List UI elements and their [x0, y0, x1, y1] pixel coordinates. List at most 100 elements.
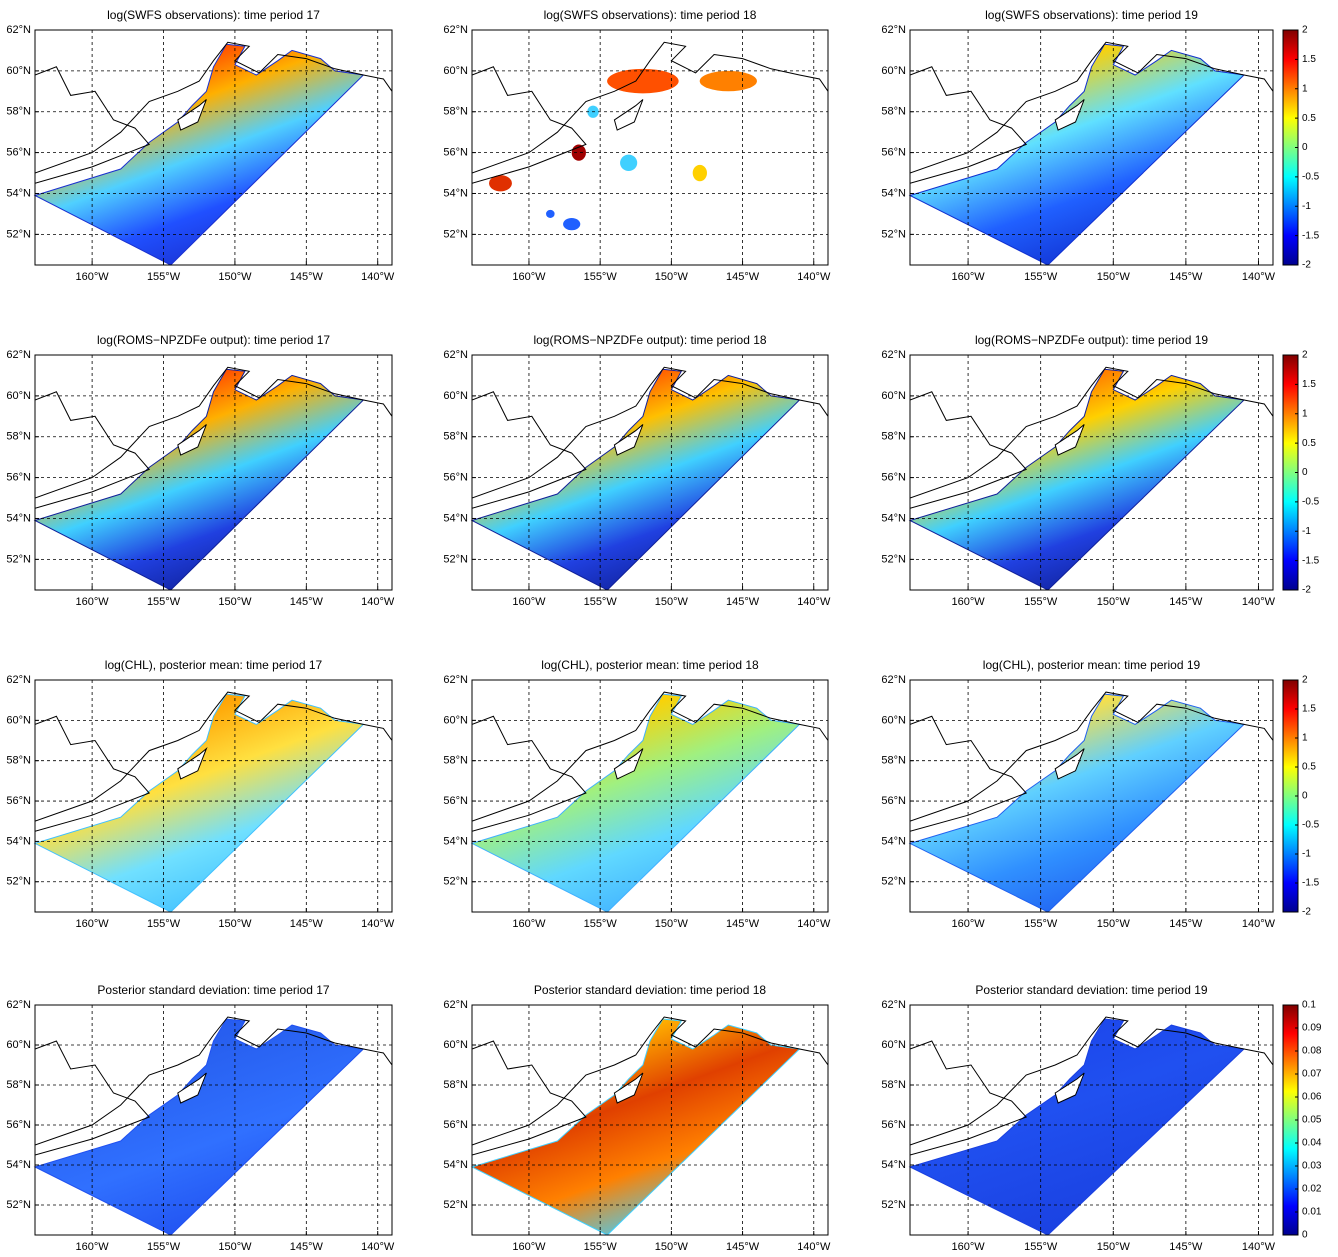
map-panel: 160°W 155°W 150°W 145°W 140°W 52°N 54°N 56°N 58°… [881, 333, 1275, 608]
x-tick-label: 140°W [1242, 1241, 1276, 1252]
x-tick-label: 140°W [1242, 918, 1276, 930]
y-tick-label: 58°N [6, 1079, 31, 1091]
panel-title: Posterior standard deviation: time perio… [975, 983, 1207, 997]
colorbar-tick-label: 0.01 [1302, 1207, 1322, 1218]
map-panel: 160°W 155°W 150°W 145°W 140°W 52°N 54°N 56°N 58°… [6, 658, 394, 930]
obs-patch [620, 154, 638, 171]
x-tick-label: 140°W [361, 1241, 395, 1252]
x-tick-label: 160°W [952, 596, 986, 608]
x-tick-label: 155°W [584, 596, 618, 608]
x-tick-label: 160°W [512, 1241, 546, 1252]
island [613, 99, 644, 131]
x-tick-label: 155°W [584, 271, 618, 283]
y-tick-label: 62°N [881, 24, 906, 36]
x-tick-label: 150°W [1097, 271, 1131, 283]
coastline [472, 41, 828, 174]
colorbar-tick-label: 1 [1302, 733, 1308, 744]
y-tick-label: 62°N [881, 999, 906, 1011]
y-tick-label: 56°N [443, 472, 468, 484]
map-panel: 160°W 155°W 150°W 145°W 140°W 52°N 54°N 56°N 58°… [6, 8, 394, 283]
colorbar-tick-label: 0.06 [1302, 1092, 1322, 1103]
y-tick-label: 56°N [6, 1119, 31, 1131]
field [33, 368, 365, 591]
x-tick-label: 145°W [726, 596, 760, 608]
x-tick-label: 145°W [290, 1241, 324, 1252]
colorbar-tick-label: 1.5 [1302, 704, 1316, 715]
x-tick-label: 155°W [147, 1241, 181, 1252]
y-tick-label: 58°N [881, 1079, 906, 1091]
y-tick-label: 58°N [881, 431, 906, 443]
coastline [35, 66, 151, 184]
map-panel: 160°W 155°W 150°W 145°W 140°W 52°N 54°N 56°N 58°… [881, 983, 1276, 1253]
panel-title: log(CHL), posterior mean: time period 17 [105, 658, 323, 672]
axes-box [471, 1004, 829, 1236]
panel-title: log(SWFS observations): time period 17 [107, 8, 320, 22]
field [33, 1018, 365, 1236]
x-tick-label: 160°W [512, 596, 546, 608]
map-panel: 160°W 155°W 150°W 145°W 140°W 52°N 54°N 56°N 58°… [881, 658, 1275, 930]
obs-patch [489, 175, 512, 192]
colorbar-tick-label: 2 [1302, 25, 1308, 36]
x-tick-label: 160°W [952, 918, 986, 930]
coastline [35, 391, 151, 509]
x-tick-label: 150°W [218, 1241, 252, 1252]
island [177, 1072, 207, 1104]
colorbar-tick-label: 2 [1302, 675, 1308, 686]
coastline [472, 66, 587, 184]
obs-patch [607, 68, 679, 94]
coastline [472, 715, 587, 832]
x-tick-label: 155°W [1024, 271, 1058, 283]
y-tick-label: 52°N [881, 228, 906, 240]
colorbar-tick-label: -1 [1302, 849, 1311, 860]
field [33, 693, 365, 913]
x-tick-label: 145°W [290, 271, 324, 283]
y-tick-label: 54°N [6, 835, 31, 847]
y-tick-label: 52°N [6, 876, 31, 888]
y-tick-label: 60°N [6, 390, 31, 402]
island [177, 746, 208, 780]
island [1054, 424, 1085, 456]
coastline [35, 715, 151, 832]
coastline [35, 1040, 151, 1156]
colorbar-tick-label: -0.5 [1302, 820, 1320, 831]
colorbar-tick-label: 0.08 [1302, 1046, 1322, 1057]
colorbar-tick-label: -2 [1302, 907, 1311, 918]
colorbar-tick-label: 0.03 [1302, 1161, 1322, 1172]
x-tick-label: 150°W [655, 596, 689, 608]
y-tick-label: 62°N [6, 674, 31, 686]
y-tick-label: 52°N [6, 553, 31, 565]
field [470, 1018, 801, 1236]
y-tick-label: 58°N [443, 1079, 468, 1091]
colorbar-tick-label: 0.05 [1302, 1115, 1322, 1126]
x-tick-label: 150°W [218, 271, 252, 283]
panel-title: log(CHL), posterior mean: time period 19 [983, 658, 1201, 672]
y-tick-label: 54°N [6, 187, 31, 199]
y-tick-label: 60°N [443, 390, 468, 402]
y-tick-label: 62°N [6, 999, 31, 1011]
panel-title: Posterior standard deviation: time perio… [97, 983, 329, 997]
y-tick-label: 58°N [6, 755, 31, 767]
axes-box [471, 679, 829, 913]
coastline [910, 1040, 1028, 1156]
y-tick-label: 52°N [443, 1199, 468, 1211]
field [908, 1018, 1246, 1236]
y-tick-label: 58°N [881, 755, 906, 767]
colorbar-tick-label: 0.07 [1302, 1069, 1322, 1080]
x-tick-label: 155°W [1024, 918, 1058, 930]
y-tick-label: 56°N [443, 1119, 468, 1131]
x-tick-label: 155°W [1024, 596, 1058, 608]
coastline [910, 391, 1028, 509]
y-tick-label: 58°N [443, 106, 468, 118]
colorbar: -2 -1.5 -1 -0.5 0 0.5 1 1.5 2 [1282, 25, 1320, 271]
colorbar: -2 -1.5 -1 -0.5 0 0.5 1 1.5 2 [1282, 350, 1320, 596]
y-tick-label: 58°N [443, 431, 468, 443]
y-tick-label: 56°N [443, 795, 468, 807]
island [1054, 99, 1085, 131]
island [613, 748, 644, 780]
y-tick-label: 54°N [881, 835, 906, 847]
x-tick-label: 140°W [361, 918, 395, 930]
y-tick-label: 60°N [443, 1039, 468, 1051]
y-tick-label: 62°N [6, 24, 31, 36]
y-tick-label: 54°N [6, 1159, 31, 1171]
y-tick-label: 60°N [6, 65, 31, 77]
